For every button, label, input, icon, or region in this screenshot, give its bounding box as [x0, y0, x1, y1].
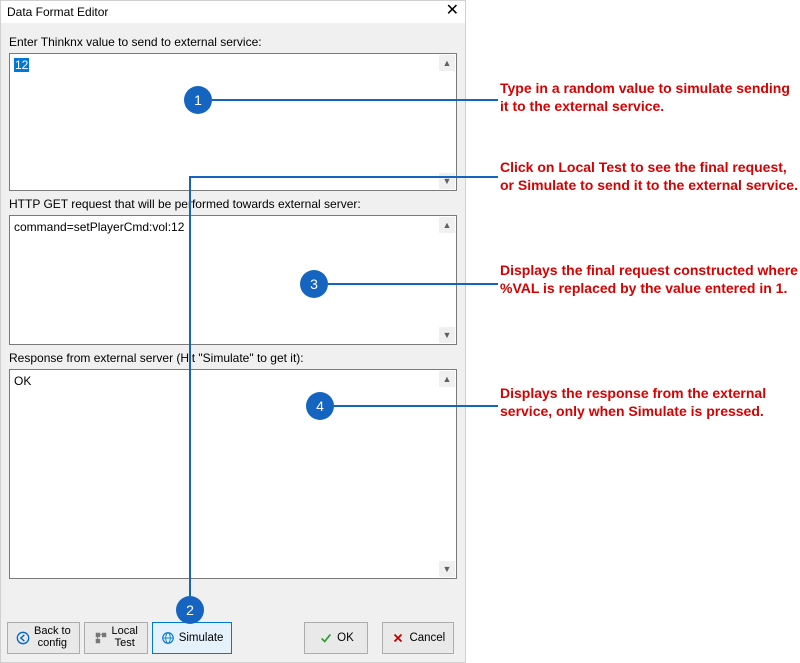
ok-label: OK — [337, 632, 354, 644]
scroll-up-icon[interactable]: ▲ — [439, 371, 455, 387]
input-value-text: 12 — [14, 58, 29, 72]
callout-circle-2: 2 — [176, 596, 204, 624]
scroll-down-icon[interactable]: ▼ — [439, 561, 455, 577]
scroll-down-icon[interactable]: ▼ — [439, 173, 455, 189]
dialog-body: Enter Thinknx value to send to external … — [1, 23, 465, 579]
request-content: command=setPlayerCmd:vol:12 — [10, 216, 456, 238]
local-test-icon — [94, 631, 108, 645]
local-test-button[interactable]: Local Test — [84, 622, 148, 654]
input-value-label: Enter Thinknx value to send to external … — [9, 35, 457, 49]
scroll-up-icon[interactable]: ▲ — [439, 55, 455, 71]
scroll-up-icon[interactable]: ▲ — [439, 217, 455, 233]
callout-circle-4: 4 — [306, 392, 334, 420]
titlebar: Data Format Editor ✕ — [1, 1, 465, 23]
cancel-x-icon — [391, 631, 405, 645]
callout-text-2: Click on Local Test to see the final req… — [500, 159, 800, 194]
response-textarea: OK ▲ ▼ — [9, 369, 457, 579]
callout-circle-1: 1 — [184, 86, 212, 114]
callout-text-3: Displays the final request constructed w… — [500, 262, 800, 297]
request-label: HTTP GET request that will be performed … — [9, 197, 457, 211]
data-format-editor-dialog: Data Format Editor ✕ Enter Thinknx value… — [0, 0, 466, 663]
globe-icon — [161, 631, 175, 645]
simulate-button[interactable]: Simulate — [152, 622, 233, 654]
back-label: Back to config — [34, 626, 71, 649]
input-value-textarea[interactable]: 12 ▲ ▼ — [9, 53, 457, 191]
response-label: Response from external server (Hit "Simu… — [9, 351, 457, 365]
cancel-button[interactable]: Cancel — [382, 622, 454, 654]
scroll-down-icon[interactable]: ▼ — [439, 327, 455, 343]
cancel-label: Cancel — [409, 632, 445, 644]
callout-num-4: 4 — [316, 398, 324, 414]
callout-num-1: 1 — [194, 92, 202, 108]
response-content: OK — [10, 370, 456, 392]
close-icon[interactable]: ✕ — [446, 3, 459, 19]
simulate-label: Simulate — [179, 632, 224, 644]
window-title: Data Format Editor — [7, 5, 108, 19]
back-arrow-icon — [16, 631, 30, 645]
callout-num-2: 2 — [186, 602, 194, 618]
callout-text-4: Displays the response from the external … — [500, 385, 800, 420]
callout-num-3: 3 — [310, 276, 318, 292]
local-test-label: Local Test — [112, 626, 138, 649]
callout-circle-3: 3 — [300, 270, 328, 298]
input-value-content[interactable]: 12 — [10, 54, 456, 76]
button-bar: Back to config Local Test Simulate — [7, 622, 454, 654]
back-to-config-button[interactable]: Back to config — [7, 622, 80, 654]
ok-button[interactable]: OK — [304, 622, 368, 654]
request-textarea: command=setPlayerCmd:vol:12 ▲ ▼ — [9, 215, 457, 345]
callout-text-1: Type in a random value to simulate sendi… — [500, 80, 800, 115]
check-icon — [319, 631, 333, 645]
